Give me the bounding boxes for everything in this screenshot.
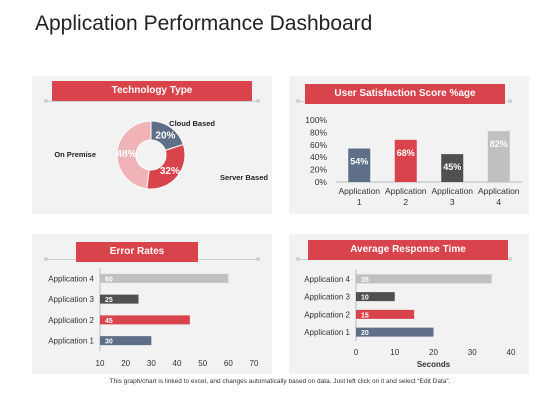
slice-category-label: Server Based [220,173,268,182]
y-tick-label: Application 2 [304,310,350,319]
bar-value-label: 15 [361,312,369,319]
guide-end-dot [508,257,512,261]
y-tick-label: 0% [315,177,328,187]
bar [441,154,464,182]
x-tick-label: 10 [96,359,105,368]
bar [356,309,415,319]
guide-end-dot [44,99,48,103]
x-tick-label: 40 [507,348,516,357]
x-tick-label: 2 [403,197,408,207]
bar-value-label: 45 [105,318,113,325]
x-tick-label: 10 [390,348,399,357]
bar-value-label: 30 [105,339,113,346]
guide-end-dot [296,257,300,261]
x-tick-label: 70 [250,359,259,368]
guide-end-dot [44,257,48,261]
x-tick-label: 20 [429,348,438,357]
bar-value-label: 10 [361,295,369,302]
donut-slice [146,143,186,190]
y-tick-label: 60% [310,140,327,150]
footer-note: This graph/chart is linked to excel, and… [109,378,451,385]
y-tick-label: 20% [310,165,327,175]
guide-end-dot [296,99,300,103]
guide-end-dot [508,99,512,103]
bar [100,294,139,304]
y-tick-label: 80% [310,127,327,137]
x-tick-label: Application [338,186,380,196]
x-tick-label: 60 [224,359,233,368]
guide-end-dot [256,257,260,261]
y-tick-label: Application 1 [48,337,94,346]
error-title-banner: Error Rates [76,242,198,262]
bar [356,274,492,284]
y-tick-label: Application 2 [48,316,94,325]
y-tick-label: Application 4 [48,274,94,283]
response-title-banner: Average Response Time [308,240,508,260]
slice-category-label: Cloud Based [169,119,215,128]
x-tick-label: 0 [354,348,359,357]
y-tick-label: Application 3 [48,295,94,304]
bar-value-label: 60 [105,276,113,283]
x-tick-label: 3 [450,197,455,207]
x-tick-label: Application [478,186,520,196]
y-tick-label: 40% [310,152,327,162]
bar-value-label: 20 [361,330,369,337]
banner-guide-line [46,101,258,102]
x-tick-label: 20 [121,359,130,368]
bar-value-label: 25 [105,297,113,304]
bar [356,327,434,337]
y-tick-label: Application 1 [304,328,350,337]
bar [356,292,395,302]
x-tick-label: 50 [198,359,207,368]
slice-value-label: 32% [160,166,180,177]
bar [394,139,417,182]
bar-value-label: 35 [361,277,369,284]
slice-category-label: On Premise [54,150,96,159]
bar [100,315,190,325]
y-tick-label: Application 4 [304,275,350,284]
y-tick-label: 100% [305,115,327,125]
bar-value-label: 54% [350,157,368,167]
bar [487,131,510,182]
x-tick-label: 30 [147,359,156,368]
slice-value-label: 48% [117,149,137,160]
page-title: Application Performance Dashboard [35,12,373,35]
bar-value-label: 45% [443,162,461,172]
bar-value-label: 82% [490,139,508,149]
x-tick-label: Application [385,186,427,196]
bar-value-label: 68% [397,148,415,158]
x-tick-label: 30 [468,348,477,357]
bar [348,148,371,182]
donut-slice [116,120,152,190]
y-tick-label: Application 3 [304,293,350,302]
satisfaction-title-banner: User Satisfaction Score %age [305,84,505,104]
bar [100,273,229,283]
x-tick-label: Application [431,186,473,196]
slice-value-label: 20% [155,131,175,142]
x-tick-label: 40 [173,359,182,368]
x-tick-label: 4 [496,197,501,207]
x-tick-label: 1 [357,197,362,207]
technology-title-banner: Technology Type [52,81,252,101]
guide-end-dot [256,99,260,103]
bar [100,336,152,346]
x-axis-title: Seconds [417,360,451,369]
